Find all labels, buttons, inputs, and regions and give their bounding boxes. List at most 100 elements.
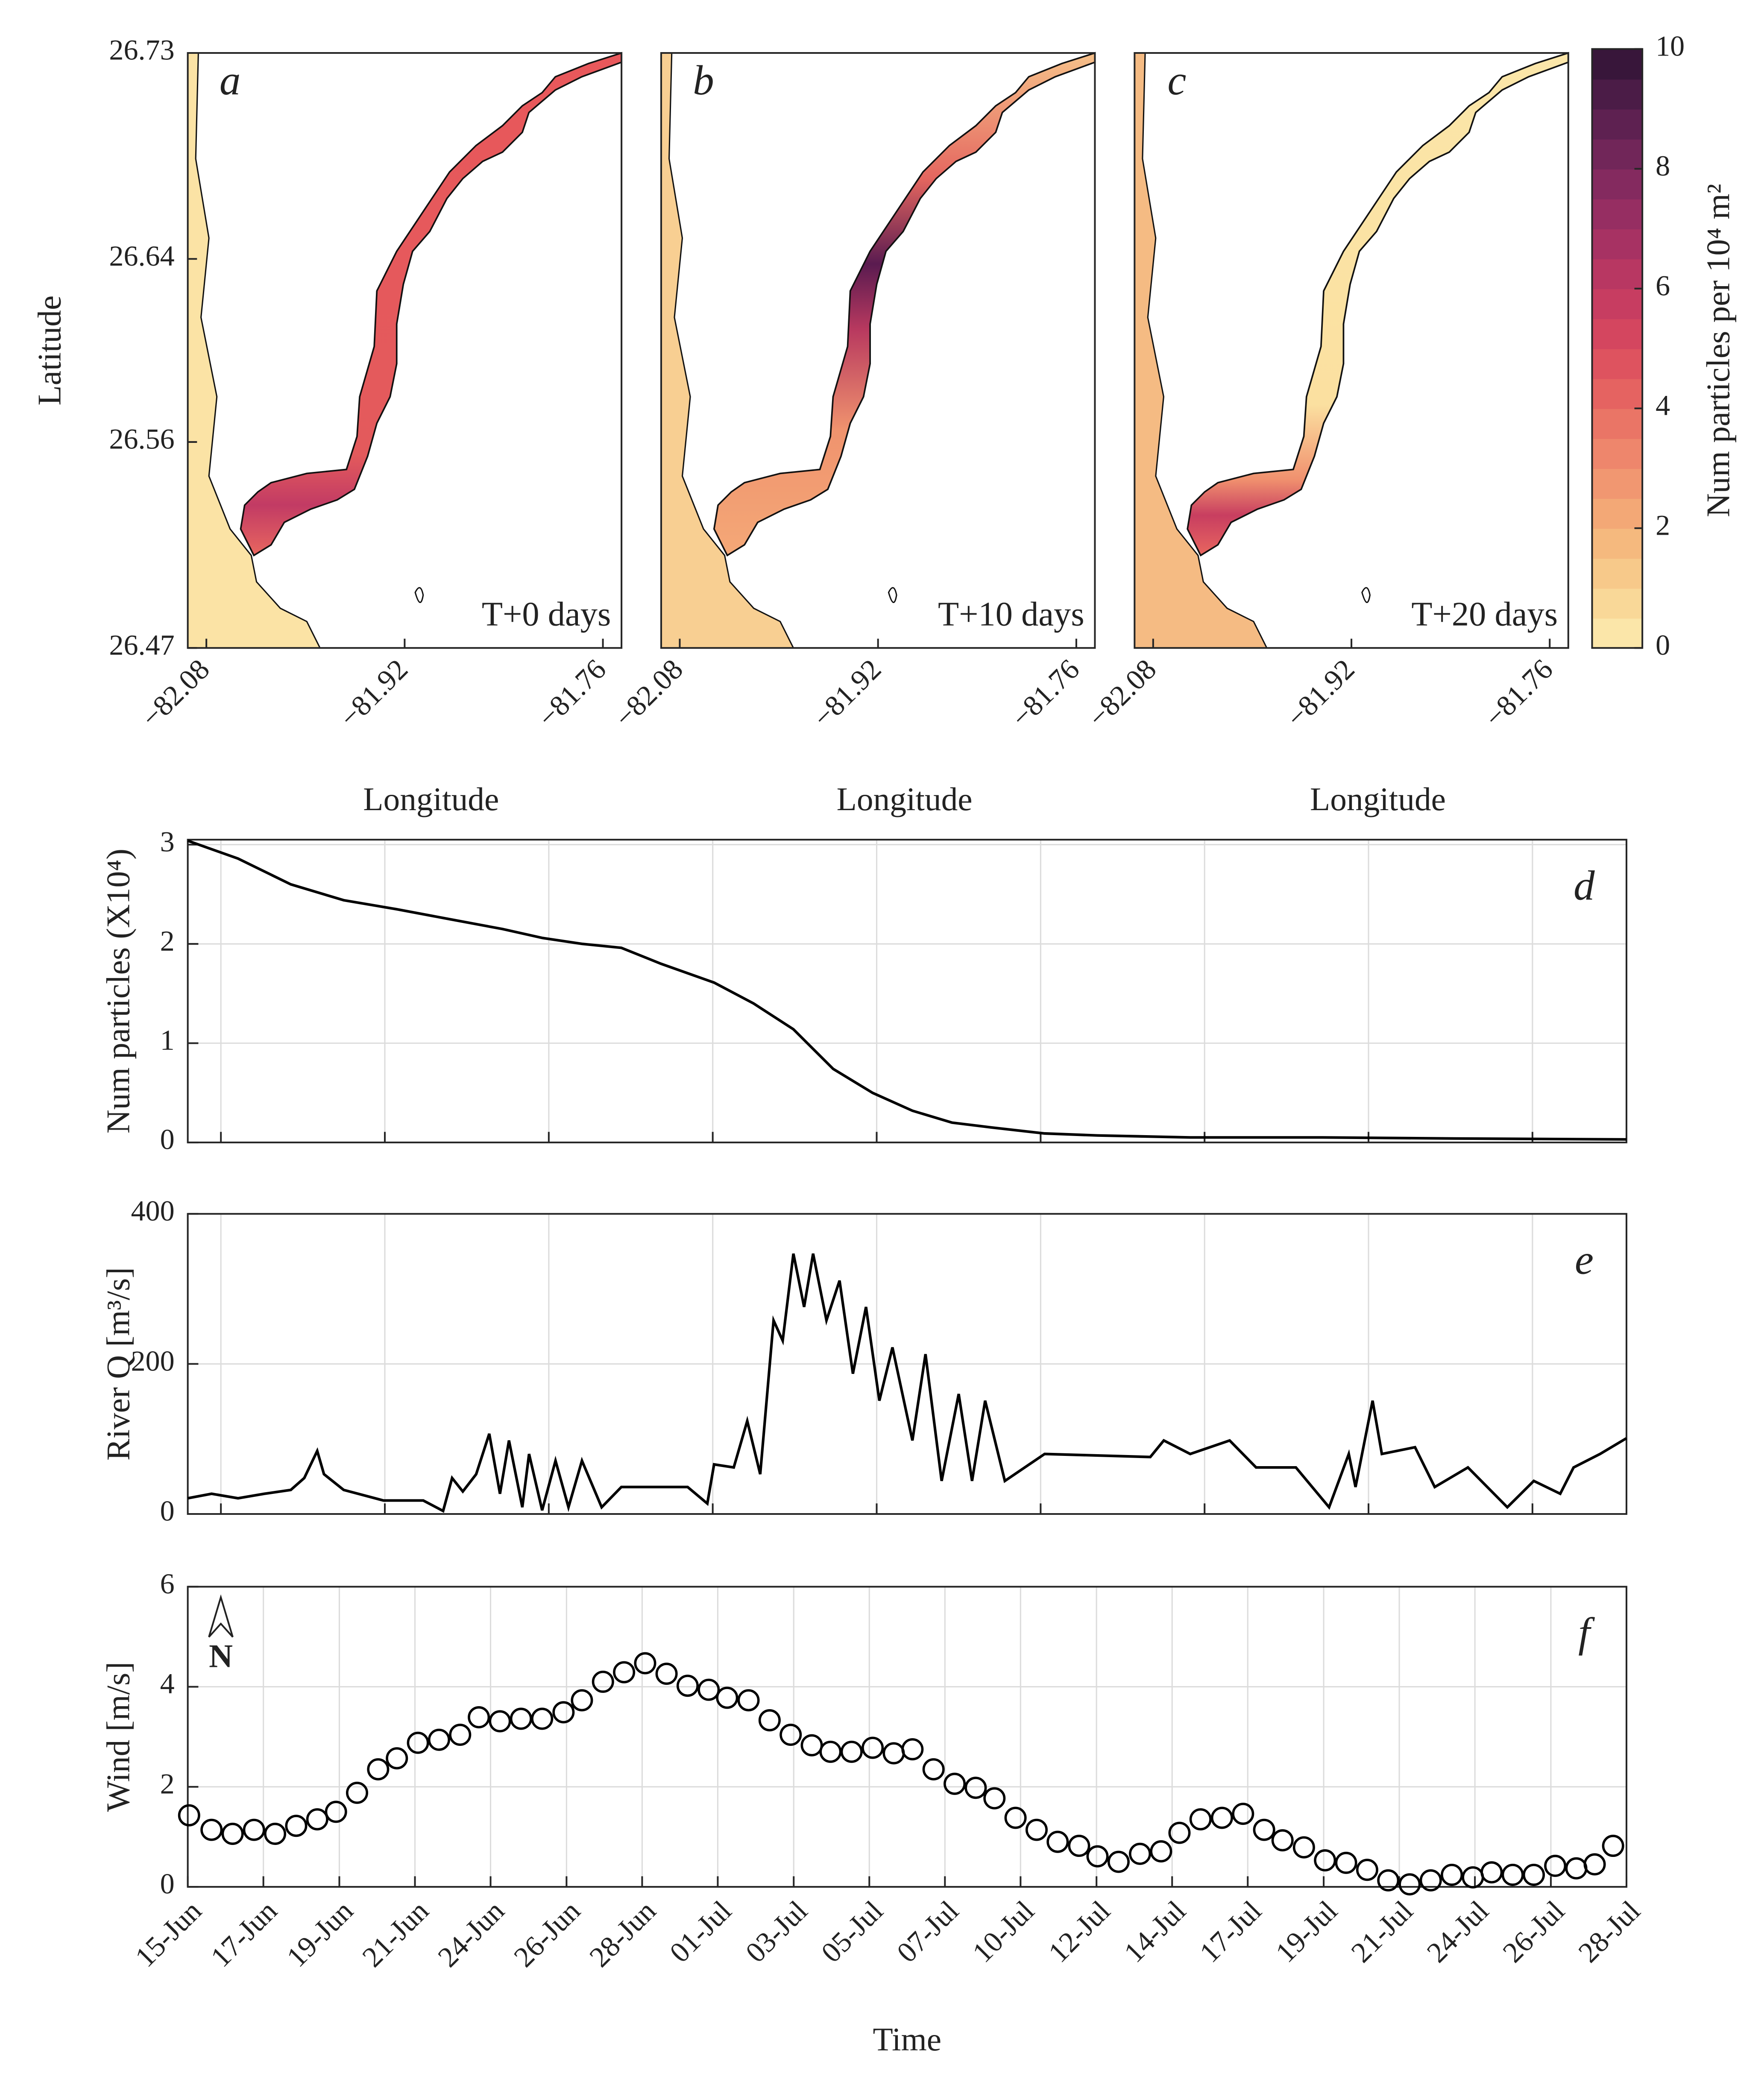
data-point — [1335, 1851, 1357, 1874]
data-point — [468, 1706, 490, 1729]
colorbar-band — [1592, 228, 1643, 260]
data-point — [1398, 1873, 1421, 1896]
x-tick-label: 26-Jun — [507, 1894, 586, 1974]
data-point — [1232, 1803, 1254, 1825]
y-tick-label: 2 — [160, 925, 175, 957]
time-annotation: T+0 days — [482, 595, 611, 633]
estuary — [240, 52, 622, 557]
x-tick-label: −82.08 — [135, 653, 216, 733]
data-point — [1004, 1807, 1027, 1829]
x-tick-label: 12-Jul — [1042, 1894, 1116, 1969]
data-point — [178, 1804, 200, 1827]
data-point — [531, 1707, 554, 1730]
x-tick-label: 01-Jul — [663, 1894, 738, 1969]
data-point — [983, 1787, 1006, 1810]
data-point — [1544, 1854, 1567, 1877]
data-point — [1480, 1861, 1503, 1884]
colorbar-band — [1592, 498, 1643, 529]
x-tick-label: −82.08 — [608, 653, 689, 733]
colorbar-tick-label: 2 — [1656, 509, 1670, 541]
data-point — [1565, 1857, 1588, 1880]
map-panel — [660, 52, 1096, 649]
data-point — [1292, 1836, 1315, 1859]
x-tick-label: 28-Jul — [1572, 1894, 1646, 1969]
data-point — [1086, 1845, 1109, 1868]
data-point — [243, 1818, 265, 1841]
data-point — [571, 1689, 593, 1712]
plot-frame — [187, 1586, 1628, 1888]
map-frame — [1134, 52, 1569, 649]
panel-letter: d — [1574, 862, 1595, 909]
data-point — [510, 1707, 532, 1730]
x-tick-label: 15-Jun — [129, 1894, 208, 1974]
data-point — [306, 1808, 328, 1830]
colorbar-band — [1592, 438, 1643, 469]
x-axis-label: Longitude — [837, 781, 973, 817]
colorbar-band — [1592, 288, 1643, 319]
x-tick-label: 19-Jun — [280, 1894, 359, 1974]
x-axis-label: Longitude — [1310, 781, 1446, 817]
data-point — [1025, 1818, 1048, 1841]
colorbar-band — [1592, 199, 1643, 230]
colorbar-tick-label: 4 — [1656, 389, 1670, 422]
colorbar-band — [1592, 588, 1643, 619]
y-axis-label: River Q [m³/s] — [100, 1267, 137, 1461]
data-point — [325, 1801, 347, 1823]
data-point — [592, 1670, 614, 1693]
y-tick-label: 26.56 — [109, 423, 174, 455]
panel-letter: e — [1575, 1237, 1594, 1283]
data-point — [922, 1758, 945, 1780]
land — [660, 52, 795, 649]
data-point — [779, 1724, 802, 1746]
data-point — [1129, 1842, 1152, 1865]
x-tick-label: 14-Jul — [1118, 1894, 1192, 1969]
map-frame — [187, 52, 623, 649]
colorbar-band — [1592, 558, 1643, 589]
data-point — [264, 1822, 287, 1845]
colorbar-tick-label: 10 — [1656, 29, 1685, 62]
island — [1361, 587, 1371, 603]
data-point — [1068, 1835, 1090, 1857]
x-tick-label: 17-Jun — [204, 1894, 283, 1974]
x-tick-label: 07-Jul — [891, 1894, 965, 1969]
x-tick-label: −81.92 — [1280, 653, 1360, 733]
data-point — [944, 1772, 966, 1795]
data-point — [1441, 1863, 1463, 1886]
panel-letter: f — [1578, 1610, 1595, 1656]
colorbar-band — [1592, 318, 1643, 349]
data-point — [407, 1731, 429, 1754]
colorbar-band — [1592, 468, 1643, 499]
data-point — [1419, 1869, 1442, 1892]
data-point — [1150, 1840, 1172, 1862]
x-tick-label: 05-Jul — [815, 1894, 889, 1969]
x-tick-label: 28-Jun — [583, 1894, 662, 1974]
y-axis-label: Latitude — [31, 296, 68, 406]
y-tick-label: 200 — [131, 1344, 174, 1377]
data-point — [882, 1742, 905, 1765]
data-point — [800, 1734, 823, 1757]
data-point — [697, 1678, 720, 1701]
north-label: N — [209, 1637, 233, 1674]
colorbar-tick-label: 8 — [1656, 149, 1670, 182]
data-point — [1189, 1808, 1212, 1830]
data-point — [1046, 1830, 1069, 1853]
data-point — [1356, 1859, 1378, 1881]
colorbar-band — [1592, 348, 1643, 379]
x-axis-label: Time — [873, 2021, 942, 2058]
x-tick-label: −81.76 — [1478, 653, 1559, 733]
data-point — [1253, 1818, 1275, 1841]
x-tick-label: 24-Jun — [431, 1894, 510, 1974]
island — [414, 587, 424, 603]
data-point — [1377, 1869, 1400, 1892]
x-tick-label: 24-Jul — [1420, 1894, 1494, 1969]
panel-letter: a — [220, 57, 241, 104]
x-tick-label: −81.92 — [333, 653, 414, 733]
data-point — [964, 1777, 987, 1799]
island — [888, 587, 897, 603]
x-tick-label: 19-Jul — [1269, 1894, 1343, 1969]
data-point — [552, 1701, 575, 1724]
x-tick-label: 03-Jul — [739, 1894, 814, 1969]
data-point — [901, 1738, 924, 1760]
x-tick-label: 10-Jul — [966, 1894, 1040, 1969]
data-point — [861, 1736, 884, 1759]
